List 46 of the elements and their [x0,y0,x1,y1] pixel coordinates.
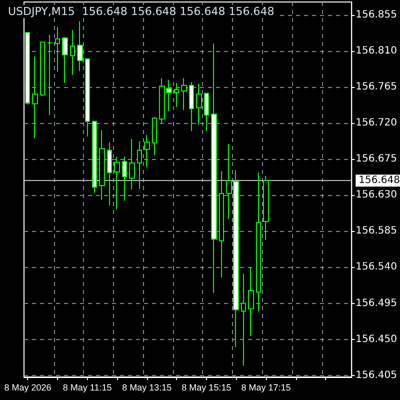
candlestick [181,78,187,111]
candlestick [70,30,75,76]
candlestick [114,156,120,210]
candlestick [263,175,269,240]
x-tick-label: 8 May 2026 [4,382,52,392]
y-tick-label: 156.450 [356,334,398,345]
chart-title: USDJPY,M15 156.648 156.648 156.648 156.648 [8,5,274,18]
candlestick [211,43,217,294]
ref-line-label: 156.648 [358,175,400,186]
candlestick [92,120,97,194]
candlestick [152,116,157,156]
candlestick [219,170,224,278]
candlestick [62,36,68,84]
y-tick-label: 156.585 [356,226,398,237]
y-tick-label: 156.630 [356,190,398,201]
candlestick [47,34,53,116]
candlestick [137,140,142,190]
candlestick [107,142,112,206]
y-tick-label: 156.720 [356,117,398,128]
candlestick [99,130,105,200]
x-tick-label: 8 May 15:15 [182,382,232,392]
candlestick [204,92,209,132]
x-tick-label: 8 May 17:15 [241,382,291,392]
y-tick-label: 156.540 [356,262,398,273]
candlestick [122,156,127,202]
candlestick [256,172,261,312]
candlestick [189,82,194,132]
candlestick [241,273,246,366]
candlestick [174,82,179,108]
y-tick-label: 156.675 [356,154,398,165]
y-tick-label: 156.765 [356,81,398,92]
y-tick-label: 156.855 [356,9,398,20]
candlestick [40,42,45,96]
candlestick [248,266,254,337]
candlestick [144,134,150,168]
x-tick-label: 8 May 11:15 [62,382,112,392]
candlestick [77,20,83,72]
y-tick-label: 156.810 [356,45,398,56]
candlestick [196,83,202,126]
candlestick [55,26,60,72]
y-tick-label: 156.495 [356,298,398,309]
x-tick-label: 8 May 13:15 [122,382,172,392]
candlestick [32,56,38,139]
candlestick [85,58,90,138]
y-tick-label: 156.405 [356,370,398,381]
candlestick [129,138,135,190]
